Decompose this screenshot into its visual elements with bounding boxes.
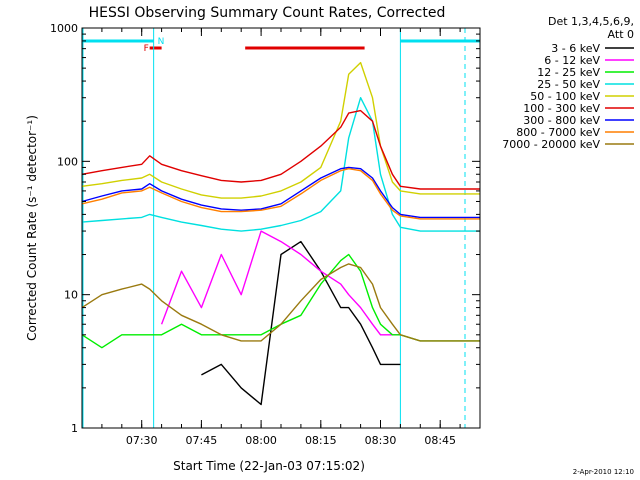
x-tick-label-4: 08:30: [365, 434, 397, 447]
y-axis-label: Corrected Count Rate (s⁻¹ detector⁻¹): [25, 115, 39, 341]
plot-frame: [81, 27, 481, 429]
legend-label-8: 7000 - 20000 keV: [502, 138, 600, 151]
axes: 1 10 100 1000 07:30 07:45 08:00 08:15 08:30 08:45: [50, 22, 481, 447]
legend-label-1: 6 - 12 keV: [544, 54, 600, 67]
legend-label-4: 50 - 100 keV: [530, 90, 600, 103]
footer-date: 2-Apr-2010 12:10: [573, 468, 634, 476]
legend-header-line2: Att 0: [608, 28, 634, 41]
x-tick-label-5: 08:45: [424, 434, 456, 447]
x-tick-label-0: 07:30: [126, 434, 158, 447]
series-line-7: [81, 168, 480, 220]
y-tick-label-1: 10: [64, 289, 78, 302]
x-tick-label-2: 08:00: [245, 434, 277, 447]
y-tick-label-3: 1000: [50, 22, 78, 35]
series-line-5: [81, 109, 480, 190]
y-tick-label-2: 100: [57, 155, 78, 168]
series-line-6: [81, 166, 480, 219]
series-line-3: [81, 97, 480, 232]
night-flag-label: N: [158, 37, 165, 47]
series-line-4: [81, 61, 480, 199]
series-line-0: [201, 240, 401, 406]
legend-label-7: 800 - 7000 keV: [516, 126, 600, 139]
legend-label-6: 300 - 800 keV: [523, 114, 600, 127]
plot-area: NF: [81, 28, 480, 428]
y-tick-label-0: 1: [71, 422, 78, 435]
x-tick-label-1: 07:45: [186, 434, 218, 447]
legend-header-line1: Det 1,3,4,5,6,9,: [548, 15, 634, 28]
legend-label-5: 100 - 300 keV: [523, 102, 600, 115]
legend-label-0: 3 - 6 keV: [551, 42, 600, 55]
x-tick-label-3: 08:15: [305, 434, 337, 447]
series-line-2: [81, 253, 480, 349]
series-line-1: [160, 230, 401, 336]
legend-label-2: 12 - 25 keV: [537, 66, 600, 79]
x-axis-label: Start Time (22-Jan-03 07:15:02): [173, 459, 365, 473]
flare-flag-label: F: [144, 44, 149, 54]
legend-label-3: 25 - 50 keV: [537, 78, 600, 91]
chart-title: HESSI Observing Summary Count Rates, Cor…: [89, 5, 446, 21]
series-line-8: [81, 263, 480, 342]
